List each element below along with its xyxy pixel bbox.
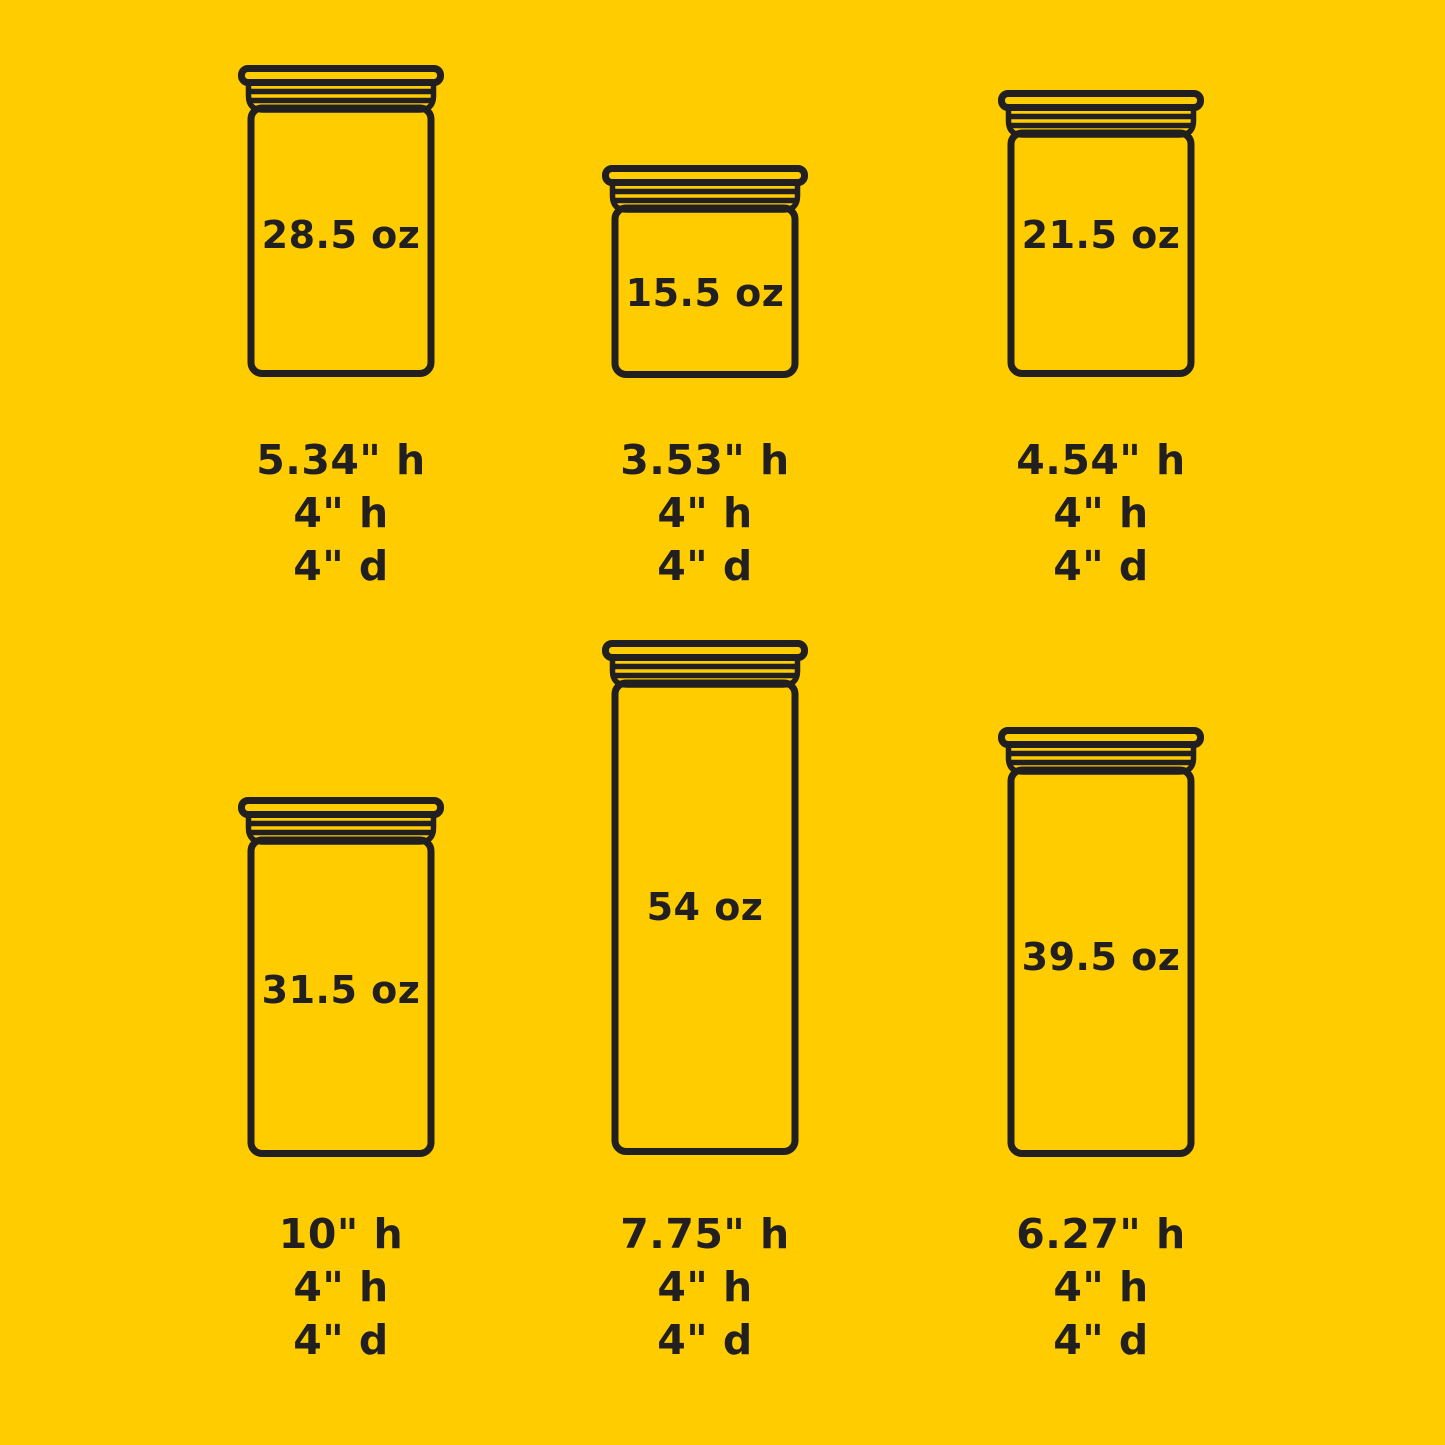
dimensions-15-5-oz: 3.53" h 4" h 4" d [602, 434, 808, 593]
dimension-line: 10" h [278, 1210, 404, 1258]
dimension-line: 4" d [1053, 542, 1149, 590]
dimension-line: 4" d [657, 1316, 753, 1364]
dimension-line: 6.27" h [1016, 1210, 1186, 1258]
canister-21-5-oz: 21.5 oz [998, 90, 1204, 377]
canister-body [247, 104, 435, 377]
canister-illustration [238, 797, 444, 1157]
canister-body [1007, 129, 1195, 377]
dimensions-54-oz: 7.75" h 4" h 4" d [602, 1208, 808, 1367]
canister-39-5-oz: 39.5 oz [998, 727, 1204, 1157]
lid-rim [238, 797, 444, 818]
dimension-line: 4" h [1053, 489, 1149, 537]
dimension-line: 7.75" h [620, 1210, 790, 1258]
canister-28-5-oz: 28.5 oz [238, 65, 444, 377]
canister-body [611, 204, 799, 378]
dimension-line: 4" d [1053, 1316, 1149, 1364]
canister-illustration [602, 640, 808, 1155]
canister-54-oz: 54 oz [602, 640, 808, 1155]
capacity-label: 15.5 oz [625, 271, 785, 315]
dimension-line: 4" h [657, 489, 753, 537]
dimension-line: 4" h [657, 1263, 753, 1311]
canister-body [1007, 766, 1195, 1157]
canister-illustration [998, 727, 1204, 1157]
dimension-line: 4" d [293, 1316, 389, 1364]
canister-body [247, 836, 435, 1157]
canister-body [611, 679, 799, 1155]
dimension-line: 3.53" h [620, 436, 790, 484]
dimension-line: 4.54" h [1016, 436, 1186, 484]
dimensions-31-5-oz: 10" h 4" h 4" d [238, 1208, 444, 1367]
dimension-line: 4" d [657, 542, 753, 590]
canister-15-5-oz: 15.5 oz [602, 165, 808, 378]
dimension-line: 4" h [293, 1263, 389, 1311]
dimension-line: 4" h [293, 489, 389, 537]
lid-rim [602, 165, 808, 186]
lid-rim [238, 65, 444, 86]
dimensions-21-5-oz: 4.54" h 4" h 4" d [998, 434, 1204, 593]
dimension-line: 5.34" h [256, 436, 426, 484]
lid-rim [602, 640, 808, 661]
capacity-label: 54 oz [646, 885, 764, 929]
canister-illustration [998, 90, 1204, 377]
dimension-line: 4" d [293, 542, 389, 590]
capacity-label: 21.5 oz [1021, 213, 1181, 257]
capacity-label: 39.5 oz [1021, 935, 1181, 979]
canister-31-5-oz: 31.5 oz [238, 797, 444, 1157]
dimensions-39-5-oz: 6.27" h 4" h 4" d [998, 1208, 1204, 1367]
dimension-line: 4" h [1053, 1263, 1149, 1311]
lid-rim [998, 727, 1204, 748]
canister-illustration [238, 65, 444, 377]
canister-illustration [602, 165, 808, 378]
capacity-label: 28.5 oz [261, 213, 421, 257]
capacity-label: 31.5 oz [261, 968, 421, 1012]
lid-rim [998, 90, 1204, 111]
dimensions-28-5-oz: 5.34" h 4" h 4" d [238, 434, 444, 593]
